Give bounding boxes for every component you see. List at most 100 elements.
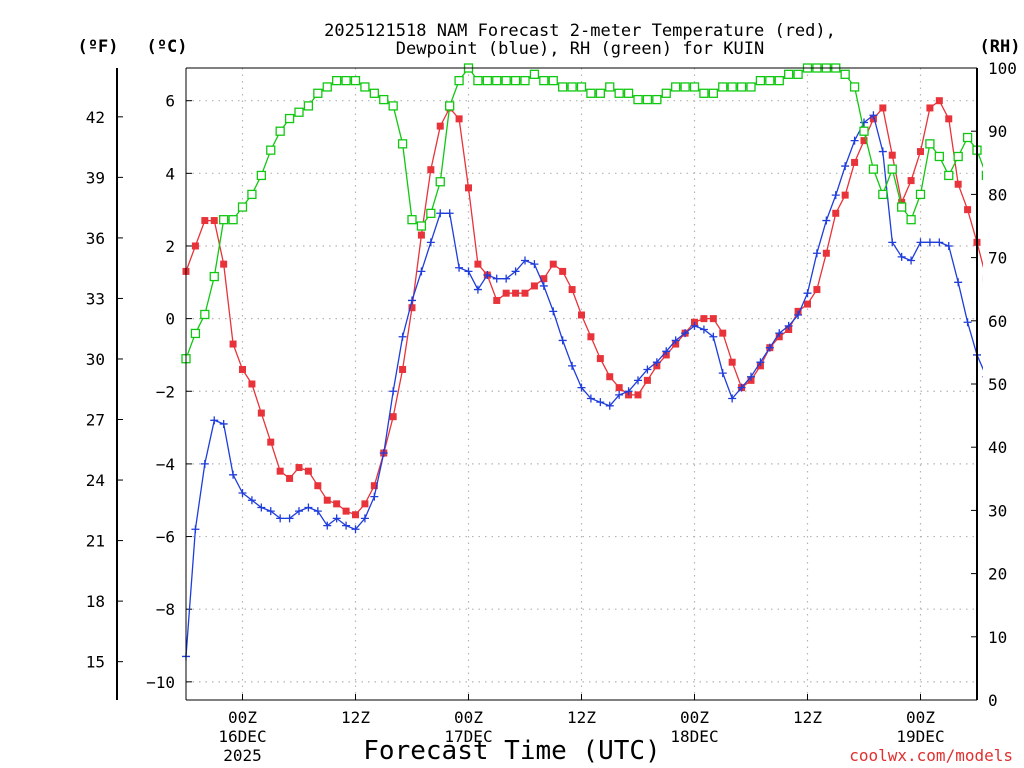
celsius-tick-label: −6 xyxy=(156,528,175,547)
rh-point xyxy=(275,126,285,136)
temperature-point xyxy=(813,286,821,294)
rh-point xyxy=(887,164,897,174)
dewpoint-point xyxy=(492,274,501,283)
dewpoint-point xyxy=(276,514,285,523)
plot-frame xyxy=(185,67,978,701)
temperature-point xyxy=(455,115,463,123)
rh-tick-label: 20 xyxy=(988,565,1007,584)
rh-point xyxy=(689,82,700,92)
fahrenheit-tick-label: 24 xyxy=(86,471,105,490)
temperature-point xyxy=(540,275,548,283)
temperature-point xyxy=(229,340,237,348)
temperature-point xyxy=(323,496,331,504)
dewpoint-series xyxy=(182,111,1019,661)
temperature-line xyxy=(185,99,983,516)
dewpoint-point xyxy=(925,238,934,247)
dewpoint-point xyxy=(681,329,690,338)
temperature-point xyxy=(417,231,425,239)
rh-point xyxy=(906,215,916,225)
dewpoint-point xyxy=(944,241,953,250)
temperature-point xyxy=(945,115,953,123)
temperature-point xyxy=(389,413,397,421)
rh-tick-label: 90 xyxy=(988,122,1007,141)
x-tick-date: 16DEC xyxy=(218,727,266,746)
rh-point xyxy=(661,88,671,98)
temperature-point xyxy=(935,97,943,105)
dewpoint-point xyxy=(624,387,633,396)
rh-tick-label: 10 xyxy=(988,628,1007,647)
celsius-tick-label: −2 xyxy=(156,382,175,401)
fahrenheit-tick-label: 15 xyxy=(86,653,105,672)
x-tick-label: 00Z xyxy=(680,708,709,727)
rh-point xyxy=(849,82,860,92)
rh-point xyxy=(266,145,276,155)
rh-point xyxy=(915,189,926,200)
temperature-point xyxy=(606,373,614,381)
x-tick-label: 00Z xyxy=(454,708,483,727)
dewpoint-point xyxy=(379,449,388,458)
dewpoint-point xyxy=(596,398,605,407)
temperature-point xyxy=(493,296,501,304)
rh-point xyxy=(633,94,643,105)
x-tick-label: 00Z xyxy=(228,708,257,727)
temperature-point xyxy=(267,438,275,446)
dewpoint-point xyxy=(426,238,435,247)
dewpoint-point xyxy=(577,383,586,392)
dewpoint-point xyxy=(775,329,784,338)
dewpoint-point xyxy=(1011,536,1019,544)
rh-point xyxy=(482,75,492,86)
temperature-point xyxy=(512,289,520,297)
temperature-point xyxy=(907,177,915,185)
temperature-point xyxy=(700,315,708,323)
dewpoint-point xyxy=(323,521,332,530)
dewpoint-point xyxy=(850,136,859,145)
rh-point xyxy=(953,151,963,162)
rh-point xyxy=(294,107,304,117)
rh-point xyxy=(652,94,662,105)
x-tick-label: 00Z xyxy=(906,708,935,727)
temperature-point xyxy=(568,286,576,294)
temperature-point xyxy=(201,217,209,225)
dewpoint-point xyxy=(737,383,746,392)
rh-point xyxy=(501,75,511,86)
rh-point xyxy=(209,271,219,282)
dewpoint-point xyxy=(408,296,416,305)
temperature-point xyxy=(408,304,416,312)
rh-point xyxy=(228,215,238,225)
temperature-point xyxy=(1002,337,1009,344)
rh-point xyxy=(200,309,210,320)
rh-tick-label: 60 xyxy=(988,312,1007,331)
rh-tick-label: 50 xyxy=(988,375,1007,394)
rh-point xyxy=(190,328,201,339)
temperature-point xyxy=(1021,446,1024,453)
rh-point xyxy=(962,132,973,143)
dewpoint-point xyxy=(521,256,529,265)
rh-point xyxy=(878,189,888,200)
rh-point xyxy=(529,69,540,79)
celsius-unit-label: (ºC) xyxy=(147,37,188,57)
rh-point xyxy=(793,69,803,79)
temperature-point xyxy=(361,500,369,508)
rh-point xyxy=(303,101,314,111)
dewpoint-point xyxy=(464,267,473,276)
dewpoint-point xyxy=(803,289,812,298)
rh-point xyxy=(473,75,483,86)
dewpoint-point xyxy=(568,361,577,370)
dewpoint-point xyxy=(455,263,464,272)
dewpoint-point xyxy=(332,514,341,523)
temperature-point xyxy=(286,474,294,482)
rh-point xyxy=(642,94,653,105)
rh-tick-label: 80 xyxy=(988,185,1007,204)
dewpoint-point xyxy=(511,267,520,276)
dewpoint-point xyxy=(963,318,972,327)
fahrenheit-tick-label: 18 xyxy=(86,592,105,611)
fahrenheit-tick-label: 27 xyxy=(86,411,105,430)
rh-point xyxy=(558,82,568,92)
celsius-tick-label: −4 xyxy=(156,455,175,474)
rh-point xyxy=(237,202,248,212)
temperature-point xyxy=(295,464,303,472)
dewpoint-point xyxy=(229,470,238,479)
x-tick-date: 18DEC xyxy=(670,727,718,746)
